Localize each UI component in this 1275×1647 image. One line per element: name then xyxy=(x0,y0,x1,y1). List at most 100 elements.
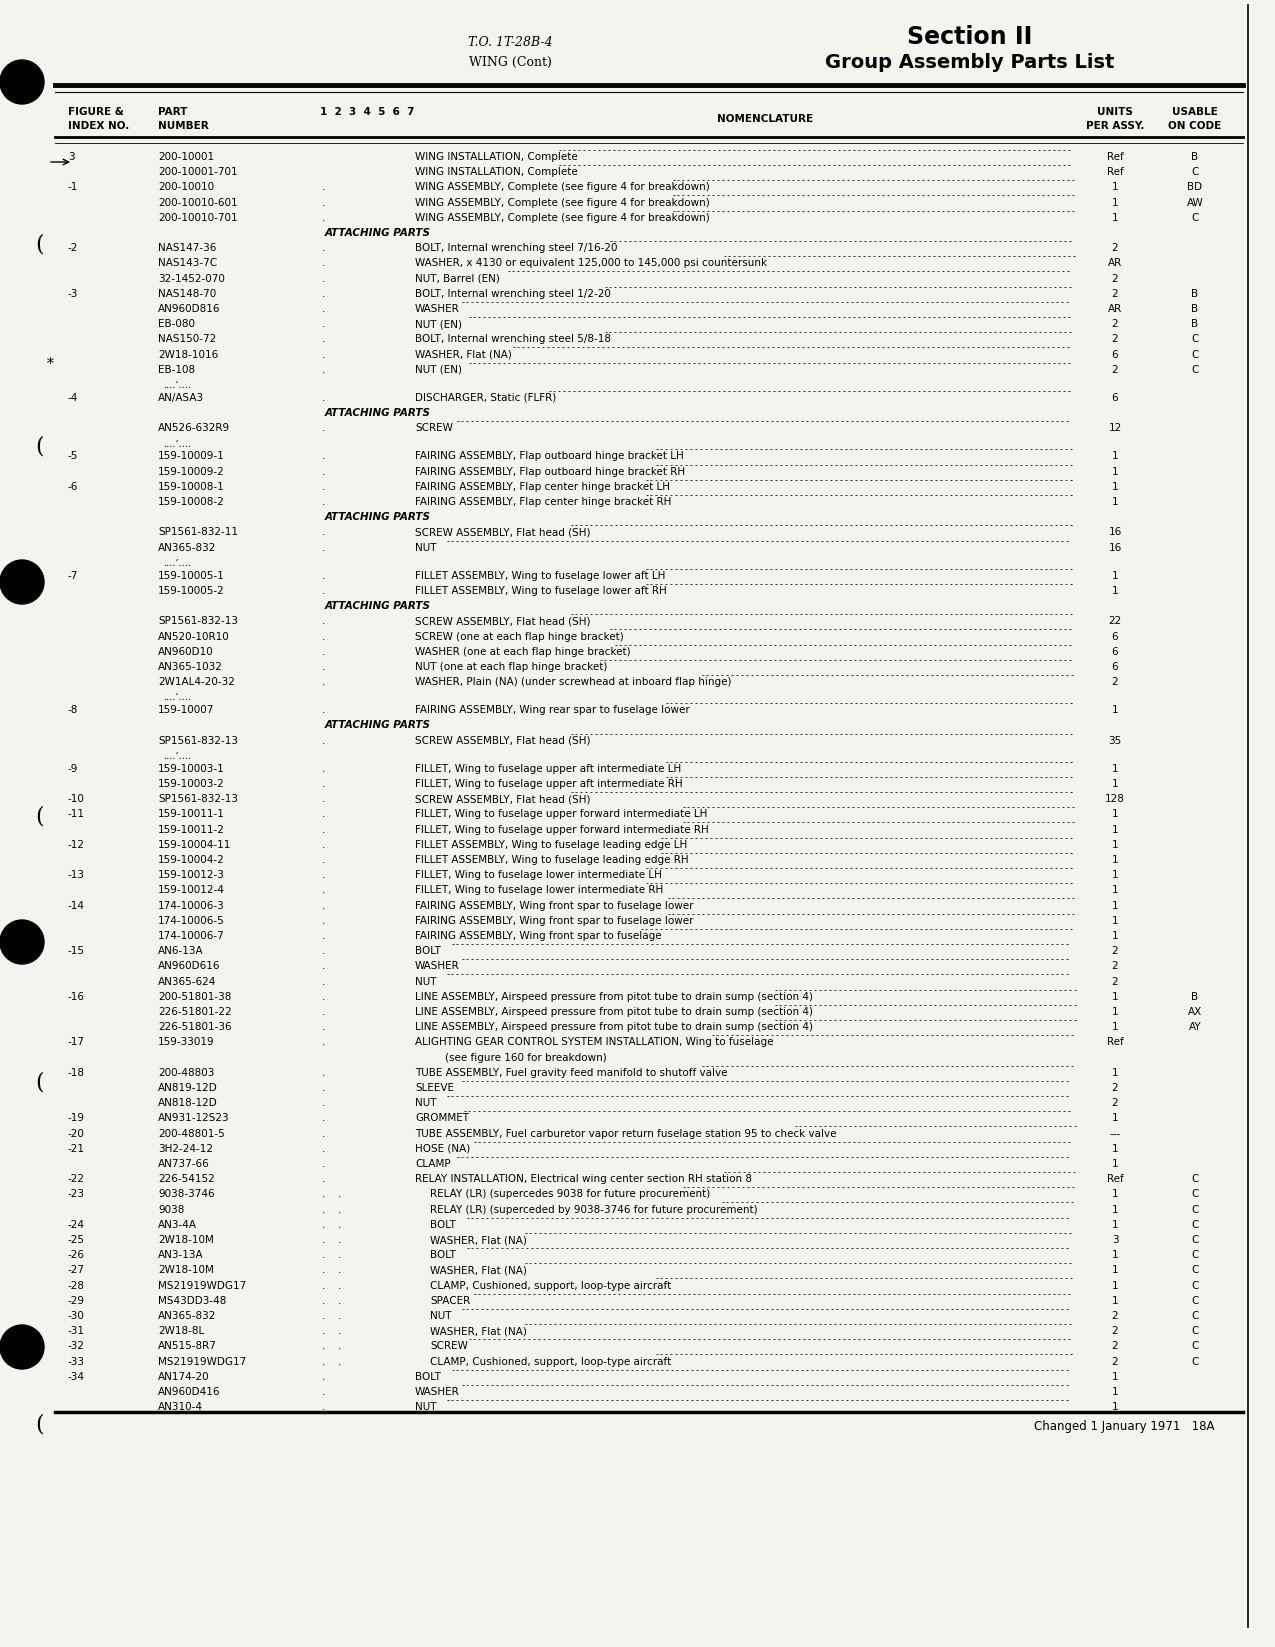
Text: .: . xyxy=(338,1189,342,1199)
Text: --------------------------------------------------------------------------------: ----------------------------------------… xyxy=(608,237,1074,245)
Text: .: . xyxy=(323,364,325,376)
Text: --------------------------------------------------------------------------------: ----------------------------------------… xyxy=(524,1229,1074,1239)
Text: 1: 1 xyxy=(1112,991,1118,1001)
Text: .: . xyxy=(323,647,325,657)
Text: (see figure 160 for breakdown): (see figure 160 for breakdown) xyxy=(445,1052,607,1062)
Text: EB-080: EB-080 xyxy=(158,320,195,329)
Text: 1: 1 xyxy=(1112,1067,1118,1077)
Text: -22: -22 xyxy=(68,1174,85,1184)
Text: C: C xyxy=(1191,1357,1198,1367)
Text: 2: 2 xyxy=(1112,1326,1118,1336)
Text: NUT (EN): NUT (EN) xyxy=(414,364,462,376)
Text: .: . xyxy=(323,1006,325,1016)
Text: ALIGHTING GEAR CONTROL SYSTEM INSTALLATION, Wing to fuselage: ALIGHTING GEAR CONTROL SYSTEM INSTALLATI… xyxy=(414,1038,774,1047)
Text: WASHER, Flat (NA): WASHER, Flat (NA) xyxy=(430,1235,527,1245)
Text: 1: 1 xyxy=(1112,483,1118,492)
Text: AN526-632R9: AN526-632R9 xyxy=(158,423,230,433)
Text: NUT: NUT xyxy=(414,542,436,553)
Text: .: . xyxy=(323,527,325,537)
Text: -10: -10 xyxy=(68,794,85,804)
Text: C: C xyxy=(1191,168,1198,178)
Text: Section II: Section II xyxy=(908,25,1033,49)
Text: --------------------------------------------------------------------------------: ----------------------------------------… xyxy=(460,1380,1070,1390)
Text: WASHER, x 4130 or equivalent 125,000 to 145,000 psi countersunk: WASHER, x 4130 or equivalent 125,000 to … xyxy=(414,259,768,268)
Text: ON CODE: ON CODE xyxy=(1168,120,1221,132)
Text: .: . xyxy=(323,705,325,715)
Text: --------------------------------------------------------------------------------: ----------------------------------------… xyxy=(445,970,1071,980)
Text: -14: -14 xyxy=(68,901,85,911)
Text: .: . xyxy=(323,273,325,283)
Text: .: . xyxy=(323,916,325,926)
Text: .: . xyxy=(323,183,325,193)
Text: AN520-10R10: AN520-10R10 xyxy=(158,631,230,642)
Text: EB-108: EB-108 xyxy=(158,364,195,376)
Text: FAIRING ASSEMBLY, Wing front spar to fuselage lower: FAIRING ASSEMBLY, Wing front spar to fus… xyxy=(414,916,694,926)
Text: NAS143-7C: NAS143-7C xyxy=(158,259,217,268)
Text: SCREW (one at each flap hinge bracket): SCREW (one at each flap hinge bracket) xyxy=(414,631,623,642)
Text: 1: 1 xyxy=(1112,198,1118,208)
Text: 159-10009-2: 159-10009-2 xyxy=(158,466,224,476)
Text: .: . xyxy=(338,1326,342,1336)
Text: 1: 1 xyxy=(1112,183,1118,193)
Text: 159-10003-2: 159-10003-2 xyxy=(158,779,224,789)
Text: --------------------------------------------------------------------------------: ----------------------------------------… xyxy=(672,176,1076,186)
Text: -------------------------------------------------------------: ----------------------------------------… xyxy=(774,987,1079,995)
Text: ---: --- xyxy=(1109,1128,1121,1138)
Text: 1: 1 xyxy=(1112,1220,1118,1230)
Circle shape xyxy=(0,59,45,104)
Text: 1: 1 xyxy=(1112,840,1118,850)
Text: AN6-13A: AN6-13A xyxy=(158,945,204,957)
Text: WASHER, Flat (NA): WASHER, Flat (NA) xyxy=(414,349,511,359)
Text: --------------------------------------------------------------------------------: ----------------------------------------… xyxy=(603,328,1074,338)
Text: -----------------------------------------------------------------------: ----------------------------------------… xyxy=(720,1199,1076,1207)
Text: FAIRING ASSEMBLY, Flap center hinge bracket RH: FAIRING ASSEMBLY, Flap center hinge brac… xyxy=(414,497,672,507)
Text: ....’....: ....’.... xyxy=(163,693,191,702)
Text: --------------------------------------------------------------------------------: ----------------------------------------… xyxy=(506,267,1071,277)
Text: --------------------------------------------------------------------------------: ----------------------------------------… xyxy=(570,522,1075,530)
Text: AN3-4A: AN3-4A xyxy=(158,1220,198,1230)
Text: FILLET, Wing to fuselage upper aft intermediate LH: FILLET, Wing to fuselage upper aft inter… xyxy=(414,764,681,774)
Text: .: . xyxy=(323,1023,325,1033)
Text: FILLET, Wing to fuselage lower intermediate LH: FILLET, Wing to fuselage lower intermedi… xyxy=(414,870,662,879)
Text: AN960D10: AN960D10 xyxy=(158,647,214,657)
Text: NUT: NUT xyxy=(414,1099,436,1108)
Text: Ref: Ref xyxy=(1107,1174,1123,1184)
Text: --------------------------------------------------------------------------------: ----------------------------------------… xyxy=(645,565,1075,573)
Text: ATTACHING PARTS: ATTACHING PARTS xyxy=(325,512,431,522)
Text: .: . xyxy=(323,1143,325,1155)
Text: .: . xyxy=(323,870,325,879)
Text: 1: 1 xyxy=(1112,1296,1118,1306)
Text: --------------------------------------------------------------------------------: ----------------------------------------… xyxy=(640,926,1075,934)
Text: 200-10001-701: 200-10001-701 xyxy=(158,168,237,178)
Text: .: . xyxy=(323,586,325,596)
Text: .: . xyxy=(323,794,325,804)
Text: 1: 1 xyxy=(1112,764,1118,774)
Text: .: . xyxy=(323,497,325,507)
Text: .: . xyxy=(323,631,325,642)
Text: -------------------------------------------------------------------------------: ----------------------------------------… xyxy=(681,819,1076,827)
Text: --------------------------------------------------------------------------------: ----------------------------------------… xyxy=(460,1304,1071,1314)
Text: SP1561-832-13: SP1561-832-13 xyxy=(158,794,238,804)
Text: 6: 6 xyxy=(1112,647,1118,657)
Text: .: . xyxy=(323,662,325,672)
Text: 1: 1 xyxy=(1112,1387,1118,1397)
Text: AW: AW xyxy=(1187,198,1204,208)
Text: WASHER: WASHER xyxy=(414,305,460,315)
Text: C: C xyxy=(1191,1204,1198,1214)
Text: ATTACHING PARTS: ATTACHING PARTS xyxy=(325,408,431,418)
Text: C: C xyxy=(1191,349,1198,359)
Text: USABLE: USABLE xyxy=(1172,107,1218,117)
Text: SLEEVE: SLEEVE xyxy=(414,1084,454,1094)
Text: AX: AX xyxy=(1188,1006,1202,1016)
Text: .: . xyxy=(323,1159,325,1169)
Text: 200-10010: 200-10010 xyxy=(158,183,214,193)
Text: 2: 2 xyxy=(1112,962,1118,972)
Text: 159-10012-3: 159-10012-3 xyxy=(158,870,224,879)
Text: WING INSTALLATION, Complete: WING INSTALLATION, Complete xyxy=(414,152,578,161)
Text: 2W18-10M: 2W18-10M xyxy=(158,1235,214,1245)
Text: SP1561-832-13: SP1561-832-13 xyxy=(158,616,238,626)
Text: 159-10003-1: 159-10003-1 xyxy=(158,764,224,774)
Text: .: . xyxy=(323,677,325,687)
Text: -1: -1 xyxy=(68,183,78,193)
Text: 2: 2 xyxy=(1112,320,1118,329)
